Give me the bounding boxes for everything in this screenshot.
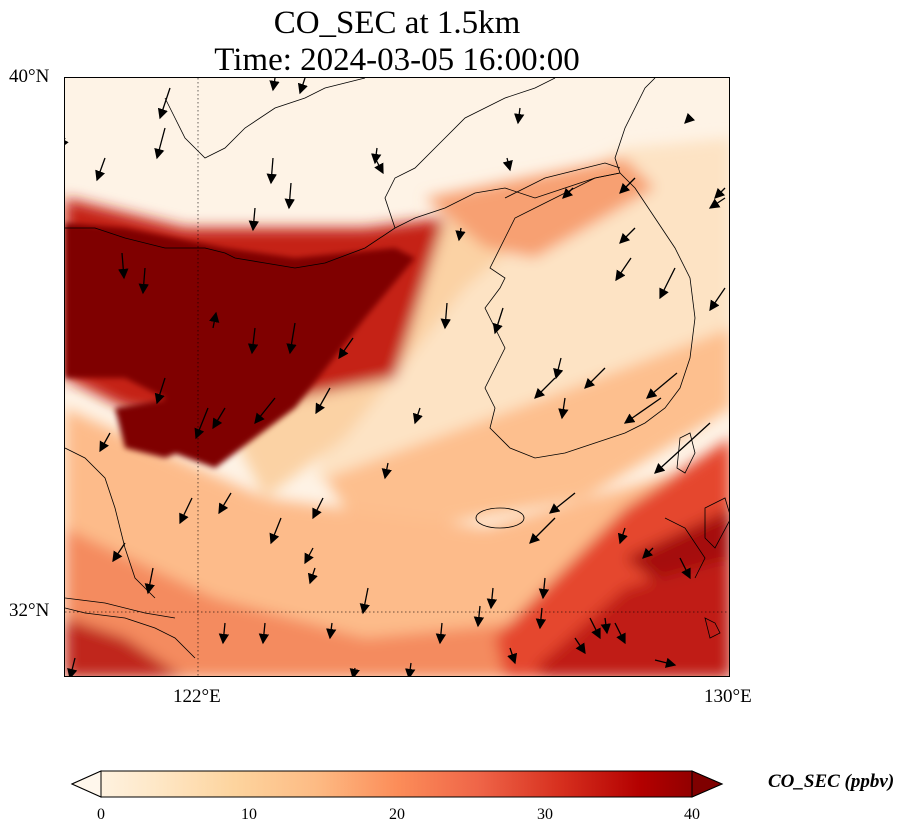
wind-vector-arrow — [642, 547, 654, 559]
wind-vector-arrow — [654, 657, 677, 668]
wind-vector-arrow — [258, 622, 270, 645]
wind-vector-arrow — [708, 197, 726, 209]
wind-vector-arrow — [538, 577, 550, 600]
wind-vector-arrow — [157, 87, 171, 120]
wind-vector-arrow — [286, 322, 297, 355]
wind-vector-arrow — [112, 542, 126, 563]
colorbar-tick-label: 20 — [389, 806, 405, 823]
wind-vector-arrow — [709, 287, 726, 312]
wind-vector-arrow — [179, 497, 193, 525]
wind-vector-arrow — [507, 647, 518, 665]
wind-vector-arrow — [412, 407, 423, 425]
wind-vector-arrow — [405, 662, 416, 676]
wind-vector-arrow — [154, 127, 166, 160]
colorbar-tick-label: 10 — [241, 806, 257, 823]
wind-vector-arrow — [212, 407, 226, 430]
wind-vector-arrow — [99, 432, 111, 453]
colorbar-tick-label: 0 — [97, 806, 105, 823]
lat-tick-label: 40°N — [9, 66, 50, 87]
coastline — [65, 78, 729, 659]
wind-vector-arrow — [654, 422, 711, 474]
lon-tick-label: 130°E — [704, 686, 752, 707]
wind-vector-arrow — [284, 182, 295, 210]
wind-vector-arrow — [619, 177, 636, 194]
wind-vector-arrow — [614, 622, 626, 645]
wind-vector-arrow — [486, 587, 498, 610]
wind-vector-arrow — [455, 227, 466, 242]
wind-vector-arrow — [307, 567, 318, 585]
wind-vector-arrow — [558, 397, 569, 420]
wind-vector-arrow — [138, 267, 149, 295]
wind-vector-arrow — [374, 157, 384, 175]
colorbar-gradient — [70, 770, 724, 798]
wind-vector-arrow — [514, 107, 525, 125]
wind-vector-arrow — [684, 112, 696, 124]
wind-vector-arrow — [679, 557, 691, 580]
wind-vector-arrow — [269, 517, 282, 545]
lat-tick-label: 32°N — [9, 600, 50, 621]
wind-vector-arrow — [266, 157, 277, 185]
map-canvas — [65, 78, 729, 676]
wind-vector-arrow — [589, 617, 601, 640]
co-concentration-field — [65, 78, 729, 676]
wind-vector-arrow — [617, 527, 628, 545]
wind-vector-arrow — [95, 157, 106, 182]
colorbar — [70, 770, 724, 798]
map-title-line1: CO_SEC at 1.5km — [273, 5, 521, 41]
wind-vector-arrow — [254, 397, 276, 425]
wind-vector-arrow — [646, 372, 678, 399]
wind-vector-arrow — [562, 187, 574, 199]
map-panel — [64, 77, 730, 677]
colorbar-tick-label: 30 — [537, 806, 553, 823]
wind-vector-arrow — [623, 397, 662, 424]
wind-vector-arrow — [615, 257, 632, 282]
colorbar-tick-label: 40 — [684, 806, 700, 823]
wind-vector-arrow — [534, 377, 556, 399]
wind-vector-arrow — [269, 78, 280, 92]
wind-vector-arrow — [535, 607, 547, 630]
wind-vector-arrow — [315, 387, 331, 415]
wind-vector-arrow — [247, 327, 259, 355]
lat-lon-gridlines — [65, 78, 729, 676]
wind-vector-arrow — [297, 78, 308, 95]
wind-vector-arrow — [548, 492, 576, 514]
wind-vector-arrow — [154, 377, 166, 405]
colorbar-label: CO_SEC (ppbv) — [768, 771, 895, 792]
wind-vector-arrow — [529, 517, 556, 544]
colorbar-extend-min — [70, 770, 102, 798]
wind-vector-arrow — [209, 311, 220, 329]
wind-vector-arrow — [326, 622, 337, 640]
wind-vector-arrow — [584, 367, 606, 389]
wind-vector-arrow — [218, 492, 232, 515]
wind-vector-arrow — [619, 227, 636, 244]
wind-vector-arrow — [118, 252, 129, 280]
wind-vector-arrow — [338, 337, 354, 360]
wind-vector-arrow — [714, 187, 726, 199]
wind-vector-arrow — [218, 622, 230, 645]
wind-vector-arrow — [502, 157, 513, 172]
wind-vector-arrow — [312, 497, 324, 520]
wind-vector-arrow — [381, 462, 392, 480]
wind-vectors — [65, 78, 726, 676]
wind-vector-arrow — [144, 567, 155, 595]
wind-vector-arrow — [553, 357, 564, 380]
wind-vector-arrow — [574, 637, 586, 655]
colorbar-extend-max — [691, 770, 724, 798]
wind-vector-arrow — [440, 302, 451, 330]
wind-vector-arrow — [67, 657, 78, 676]
wind-vector-arrow — [304, 547, 314, 565]
wind-vector-arrow — [492, 307, 504, 335]
wind-vector-arrow — [435, 622, 447, 645]
wind-vector-arrow — [473, 605, 485, 628]
lon-tick-label: 122°E — [173, 686, 221, 707]
map-title-line2: Time: 2024-03-05 16:00:00 — [214, 42, 580, 78]
wind-vector-arrow — [349, 667, 360, 676]
wind-vector-arrow — [371, 147, 382, 165]
wind-vector-arrow — [359, 587, 370, 615]
wind-vector-arrow — [659, 267, 676, 300]
wind-vector-arrow — [600, 617, 611, 635]
wind-vector-arrow — [194, 407, 209, 440]
wind-vector-arrow — [248, 207, 260, 232]
